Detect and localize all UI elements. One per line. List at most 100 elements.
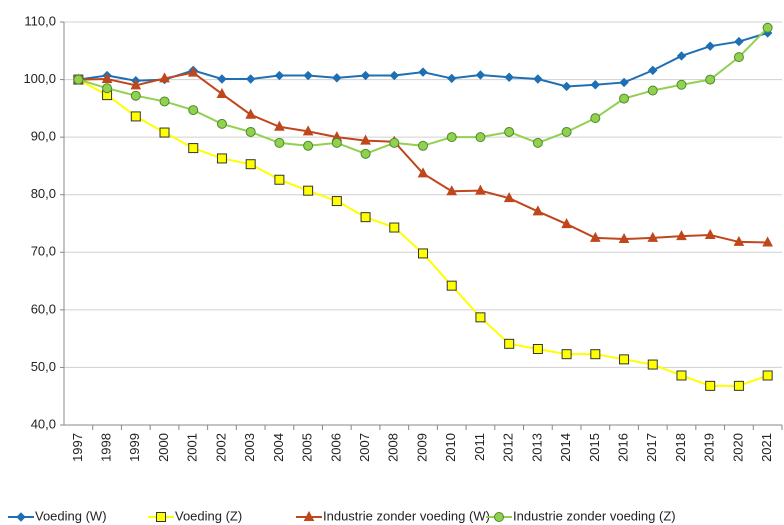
marker — [619, 77, 629, 88]
x-tick-label: 2008 — [386, 433, 401, 462]
x-tick-label: 2011 — [472, 433, 487, 461]
marker — [216, 87, 228, 98]
x-tick-label: 1999 — [127, 433, 142, 462]
x-tick-label: 2010 — [443, 433, 458, 462]
legend-marker — [16, 512, 26, 522]
marker — [130, 79, 142, 90]
marker — [245, 74, 256, 84]
marker — [590, 349, 601, 360]
marker — [705, 41, 715, 51]
legend-label: Industrie zonder voeding (W) — [323, 508, 490, 523]
x-tick-label: 2009 — [414, 433, 429, 462]
marker — [217, 74, 227, 84]
marker — [705, 380, 716, 391]
marker — [533, 74, 543, 84]
marker — [360, 70, 371, 81]
marker — [561, 218, 572, 229]
marker — [389, 137, 400, 148]
marker — [475, 70, 486, 80]
marker — [216, 153, 227, 164]
marker — [503, 192, 515, 203]
marker — [475, 132, 486, 143]
x-tick-label: 1998 — [99, 433, 114, 462]
marker — [332, 73, 342, 83]
marker — [647, 231, 659, 242]
marker — [647, 85, 658, 96]
marker — [159, 72, 170, 83]
x-tick-label: 1997 — [70, 433, 85, 462]
marker — [762, 370, 773, 381]
series — [73, 22, 773, 159]
marker — [245, 126, 256, 137]
marker — [188, 105, 199, 116]
marker — [447, 73, 457, 84]
y-tick-label: 110,0 — [24, 13, 56, 28]
marker — [705, 74, 716, 85]
marker — [188, 143, 199, 154]
marker — [589, 231, 601, 242]
marker — [532, 137, 543, 148]
marker — [418, 248, 428, 259]
y-tick-label: 50,0 — [31, 359, 56, 374]
x-tick-label: 2000 — [156, 433, 171, 462]
x-tick-label: 2012 — [501, 433, 516, 462]
x-tick-label: 2013 — [529, 433, 544, 462]
marker — [274, 174, 285, 185]
marker — [360, 212, 371, 223]
marker — [274, 70, 285, 81]
series-line — [77, 78, 768, 387]
marker — [245, 159, 256, 170]
marker — [532, 344, 543, 355]
marker — [101, 72, 113, 83]
marker — [303, 140, 314, 151]
legend-label: Voeding (Z) — [175, 508, 242, 523]
marker — [331, 196, 342, 207]
marker — [130, 90, 141, 101]
marker — [216, 118, 227, 129]
x-tick-label: 2002 — [213, 433, 228, 462]
marker — [418, 140, 428, 151]
marker — [676, 370, 687, 381]
marker — [130, 111, 141, 122]
marker — [446, 280, 457, 291]
legend-label: Voeding (W) — [35, 508, 107, 523]
marker — [734, 36, 744, 47]
x-tick-label: 2001 — [185, 433, 200, 462]
marker — [733, 380, 744, 391]
marker — [303, 185, 314, 196]
y-tick-label: 90,0 — [31, 129, 56, 144]
marker — [360, 134, 371, 145]
series — [73, 66, 773, 247]
legend-label: Industrie zonder voeding (Z) — [513, 508, 676, 523]
x-tick-label: 2019 — [702, 433, 717, 462]
x-tick-label: 2015 — [587, 433, 602, 462]
marker — [647, 359, 658, 370]
marker — [303, 70, 313, 81]
marker — [475, 184, 486, 195]
marker — [504, 72, 514, 82]
series-line — [78, 27, 769, 155]
marker — [532, 205, 544, 216]
marker — [648, 65, 658, 76]
marker — [676, 230, 687, 241]
marker — [446, 132, 457, 143]
marker — [389, 222, 400, 233]
marker — [159, 96, 170, 107]
marker — [417, 167, 429, 178]
marker — [389, 70, 399, 81]
marker — [418, 67, 428, 77]
marker — [590, 113, 601, 124]
x-tick-label: 2020 — [730, 433, 745, 462]
legend-marker — [303, 510, 315, 521]
marker — [475, 312, 486, 323]
x-tick-label: 2007 — [357, 433, 372, 462]
marker — [762, 236, 773, 247]
marker — [302, 125, 314, 136]
x-tick-label: 2021 — [759, 433, 774, 462]
x-tick-label: 2017 — [644, 433, 659, 462]
marker — [446, 185, 458, 196]
marker — [504, 126, 515, 137]
y-tick-label: 40,0 — [31, 416, 56, 431]
x-tick-label: 2014 — [558, 433, 573, 462]
